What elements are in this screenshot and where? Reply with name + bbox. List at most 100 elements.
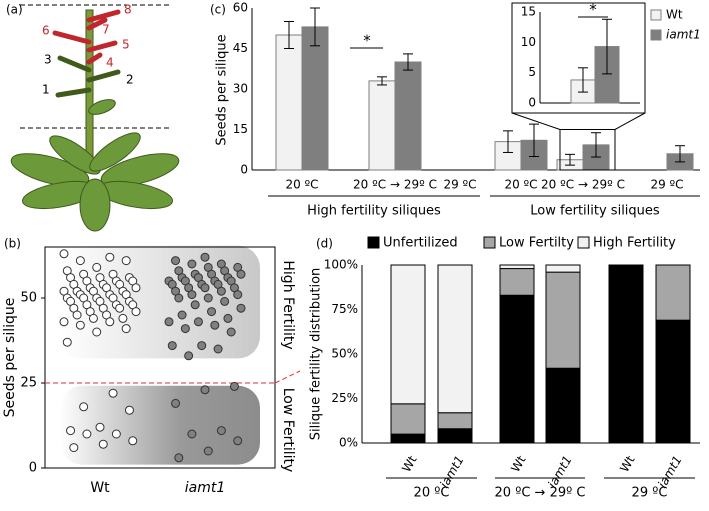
data-point [59, 249, 69, 259]
data-point [190, 300, 200, 310]
bar-segment [499, 268, 535, 296]
data-point [164, 317, 174, 327]
legend-swatch [577, 236, 590, 249]
data-point [233, 290, 243, 300]
data-point [98, 439, 108, 449]
legend-label: High Fertility [593, 236, 676, 251]
data-point [210, 320, 220, 330]
data-point [121, 324, 131, 334]
data-point [171, 398, 181, 408]
leaf [88, 99, 116, 115]
y-tick-label: 0 [240, 163, 248, 177]
branch-label: 3 [44, 53, 52, 67]
x-tick-label: 29 ºC [443, 178, 476, 192]
branch-label: 1 [42, 83, 50, 97]
bar-segment [437, 428, 473, 444]
x-tick-label: iamt1 [185, 480, 226, 496]
zoom-link [614, 112, 646, 130]
data-point [177, 310, 187, 320]
y-tick-label: 45 [233, 41, 248, 55]
x-tick-label: 20 ºC [504, 178, 537, 192]
data-point [184, 351, 194, 361]
legend-swatch [650, 29, 662, 41]
data-point [131, 283, 141, 293]
legend-swatch [650, 9, 662, 21]
y-tick-label: 60 [233, 1, 248, 15]
data-point [226, 327, 236, 337]
branches [55, 55, 121, 98]
branch-label: 7 [102, 23, 110, 37]
panel-label: (c) [210, 3, 226, 17]
x-tick-label: 29 ºC [650, 178, 683, 192]
y-tick-label: 0 [528, 96, 536, 110]
data-point [187, 429, 197, 439]
data-point [69, 443, 79, 453]
data-point [62, 337, 72, 347]
data-point [187, 290, 197, 300]
legend-label: Unfertilized [383, 236, 458, 251]
bar-segment [655, 264, 691, 321]
data-point [223, 313, 233, 323]
bar-segment [545, 264, 581, 273]
bar-segment [545, 367, 581, 444]
branch-label: 6 [42, 24, 50, 38]
y-tick-label: 30 [233, 82, 248, 96]
data-point [203, 293, 213, 303]
legend-label: Wt [666, 8, 683, 22]
data-point [118, 313, 128, 323]
data-point [72, 310, 82, 320]
data-point [203, 446, 213, 456]
data-point [66, 426, 76, 436]
data-point [82, 429, 92, 439]
y-tick-label: 50 [20, 291, 37, 306]
low-region [60, 385, 260, 465]
data-point [216, 286, 226, 296]
data-point [180, 324, 190, 334]
y-tick-label: 75% [331, 302, 358, 316]
bar-segment [390, 433, 426, 444]
x-tick-label: Wt [399, 453, 420, 475]
group-label: 20 ºC [414, 486, 450, 501]
data-point [167, 341, 177, 351]
bar [394, 61, 422, 171]
y-tick-label: 25 [20, 376, 37, 391]
legend-swatch [483, 236, 496, 249]
bar-segment [390, 264, 426, 405]
data-point [200, 283, 210, 293]
region-label: High Fertility [280, 260, 296, 349]
branch-label: 4 [106, 56, 114, 70]
group-label: High fertility siliques [307, 204, 441, 219]
branch-label: 2 [126, 73, 134, 87]
y-tick-label: 15 [233, 122, 248, 136]
x-tick-label: Wt [90, 480, 110, 496]
y-tick-label: 15 [521, 5, 536, 19]
y-tick-label: 5 [528, 65, 536, 79]
y-axis-label: Seeds per silique [2, 298, 18, 418]
bar-segment [437, 264, 473, 414]
bar [275, 34, 303, 171]
bar-segment [608, 264, 644, 444]
red-branches [52, 9, 121, 65]
data-point [124, 405, 134, 415]
bar-segment [390, 403, 426, 435]
y-tick-label: 0 [29, 461, 37, 476]
group-label: 20 ºC → 29º C [495, 486, 586, 501]
data-point [95, 422, 105, 432]
y-tick-label: 25% [331, 391, 358, 405]
data-point [197, 341, 207, 351]
data-point [174, 293, 184, 303]
data-point [108, 388, 118, 398]
bar-segment [499, 294, 535, 444]
data-point [187, 259, 197, 269]
data-point [105, 252, 115, 262]
data-point [79, 402, 89, 412]
threshold-link [274, 370, 301, 384]
data-point [92, 262, 102, 272]
panel-label: (a) [6, 3, 23, 17]
y-axis-label: Silique fertility distribution [309, 268, 324, 441]
bar-segment [545, 271, 581, 369]
zoom-box [559, 129, 616, 171]
x-tick-label: 20 ºC → 29º C [541, 178, 625, 192]
data-point [115, 303, 125, 313]
